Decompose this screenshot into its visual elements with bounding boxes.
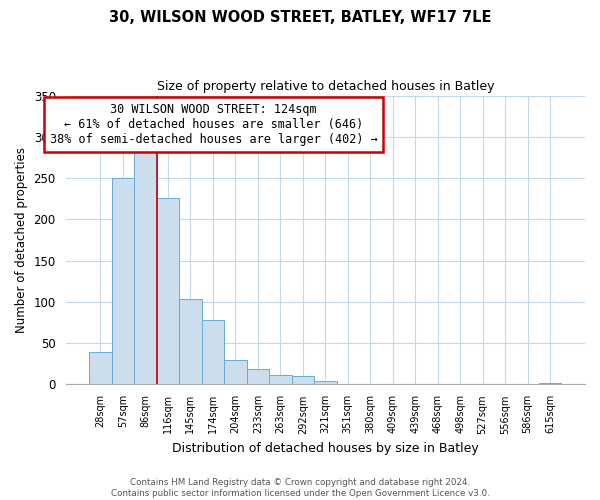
- Bar: [134, 144, 157, 384]
- Text: 30 WILSON WOOD STREET: 124sqm
← 61% of detached houses are smaller (646)
38% of : 30 WILSON WOOD STREET: 124sqm ← 61% of d…: [50, 103, 377, 146]
- Bar: [314, 381, 337, 384]
- X-axis label: Distribution of detached houses by size in Batley: Distribution of detached houses by size …: [172, 442, 479, 455]
- Title: Size of property relative to detached houses in Batley: Size of property relative to detached ho…: [157, 80, 494, 93]
- Bar: [89, 352, 112, 384]
- Bar: [224, 360, 247, 384]
- Bar: [179, 300, 202, 384]
- Bar: [269, 376, 292, 384]
- Text: 30, WILSON WOOD STREET, BATLEY, WF17 7LE: 30, WILSON WOOD STREET, BATLEY, WF17 7LE: [109, 10, 491, 25]
- Bar: [112, 178, 134, 384]
- Y-axis label: Number of detached properties: Number of detached properties: [15, 147, 28, 333]
- Bar: [539, 383, 562, 384]
- Bar: [157, 198, 179, 384]
- Bar: [292, 376, 314, 384]
- Text: Contains HM Land Registry data © Crown copyright and database right 2024.
Contai: Contains HM Land Registry data © Crown c…: [110, 478, 490, 498]
- Bar: [247, 369, 269, 384]
- Bar: [202, 320, 224, 384]
